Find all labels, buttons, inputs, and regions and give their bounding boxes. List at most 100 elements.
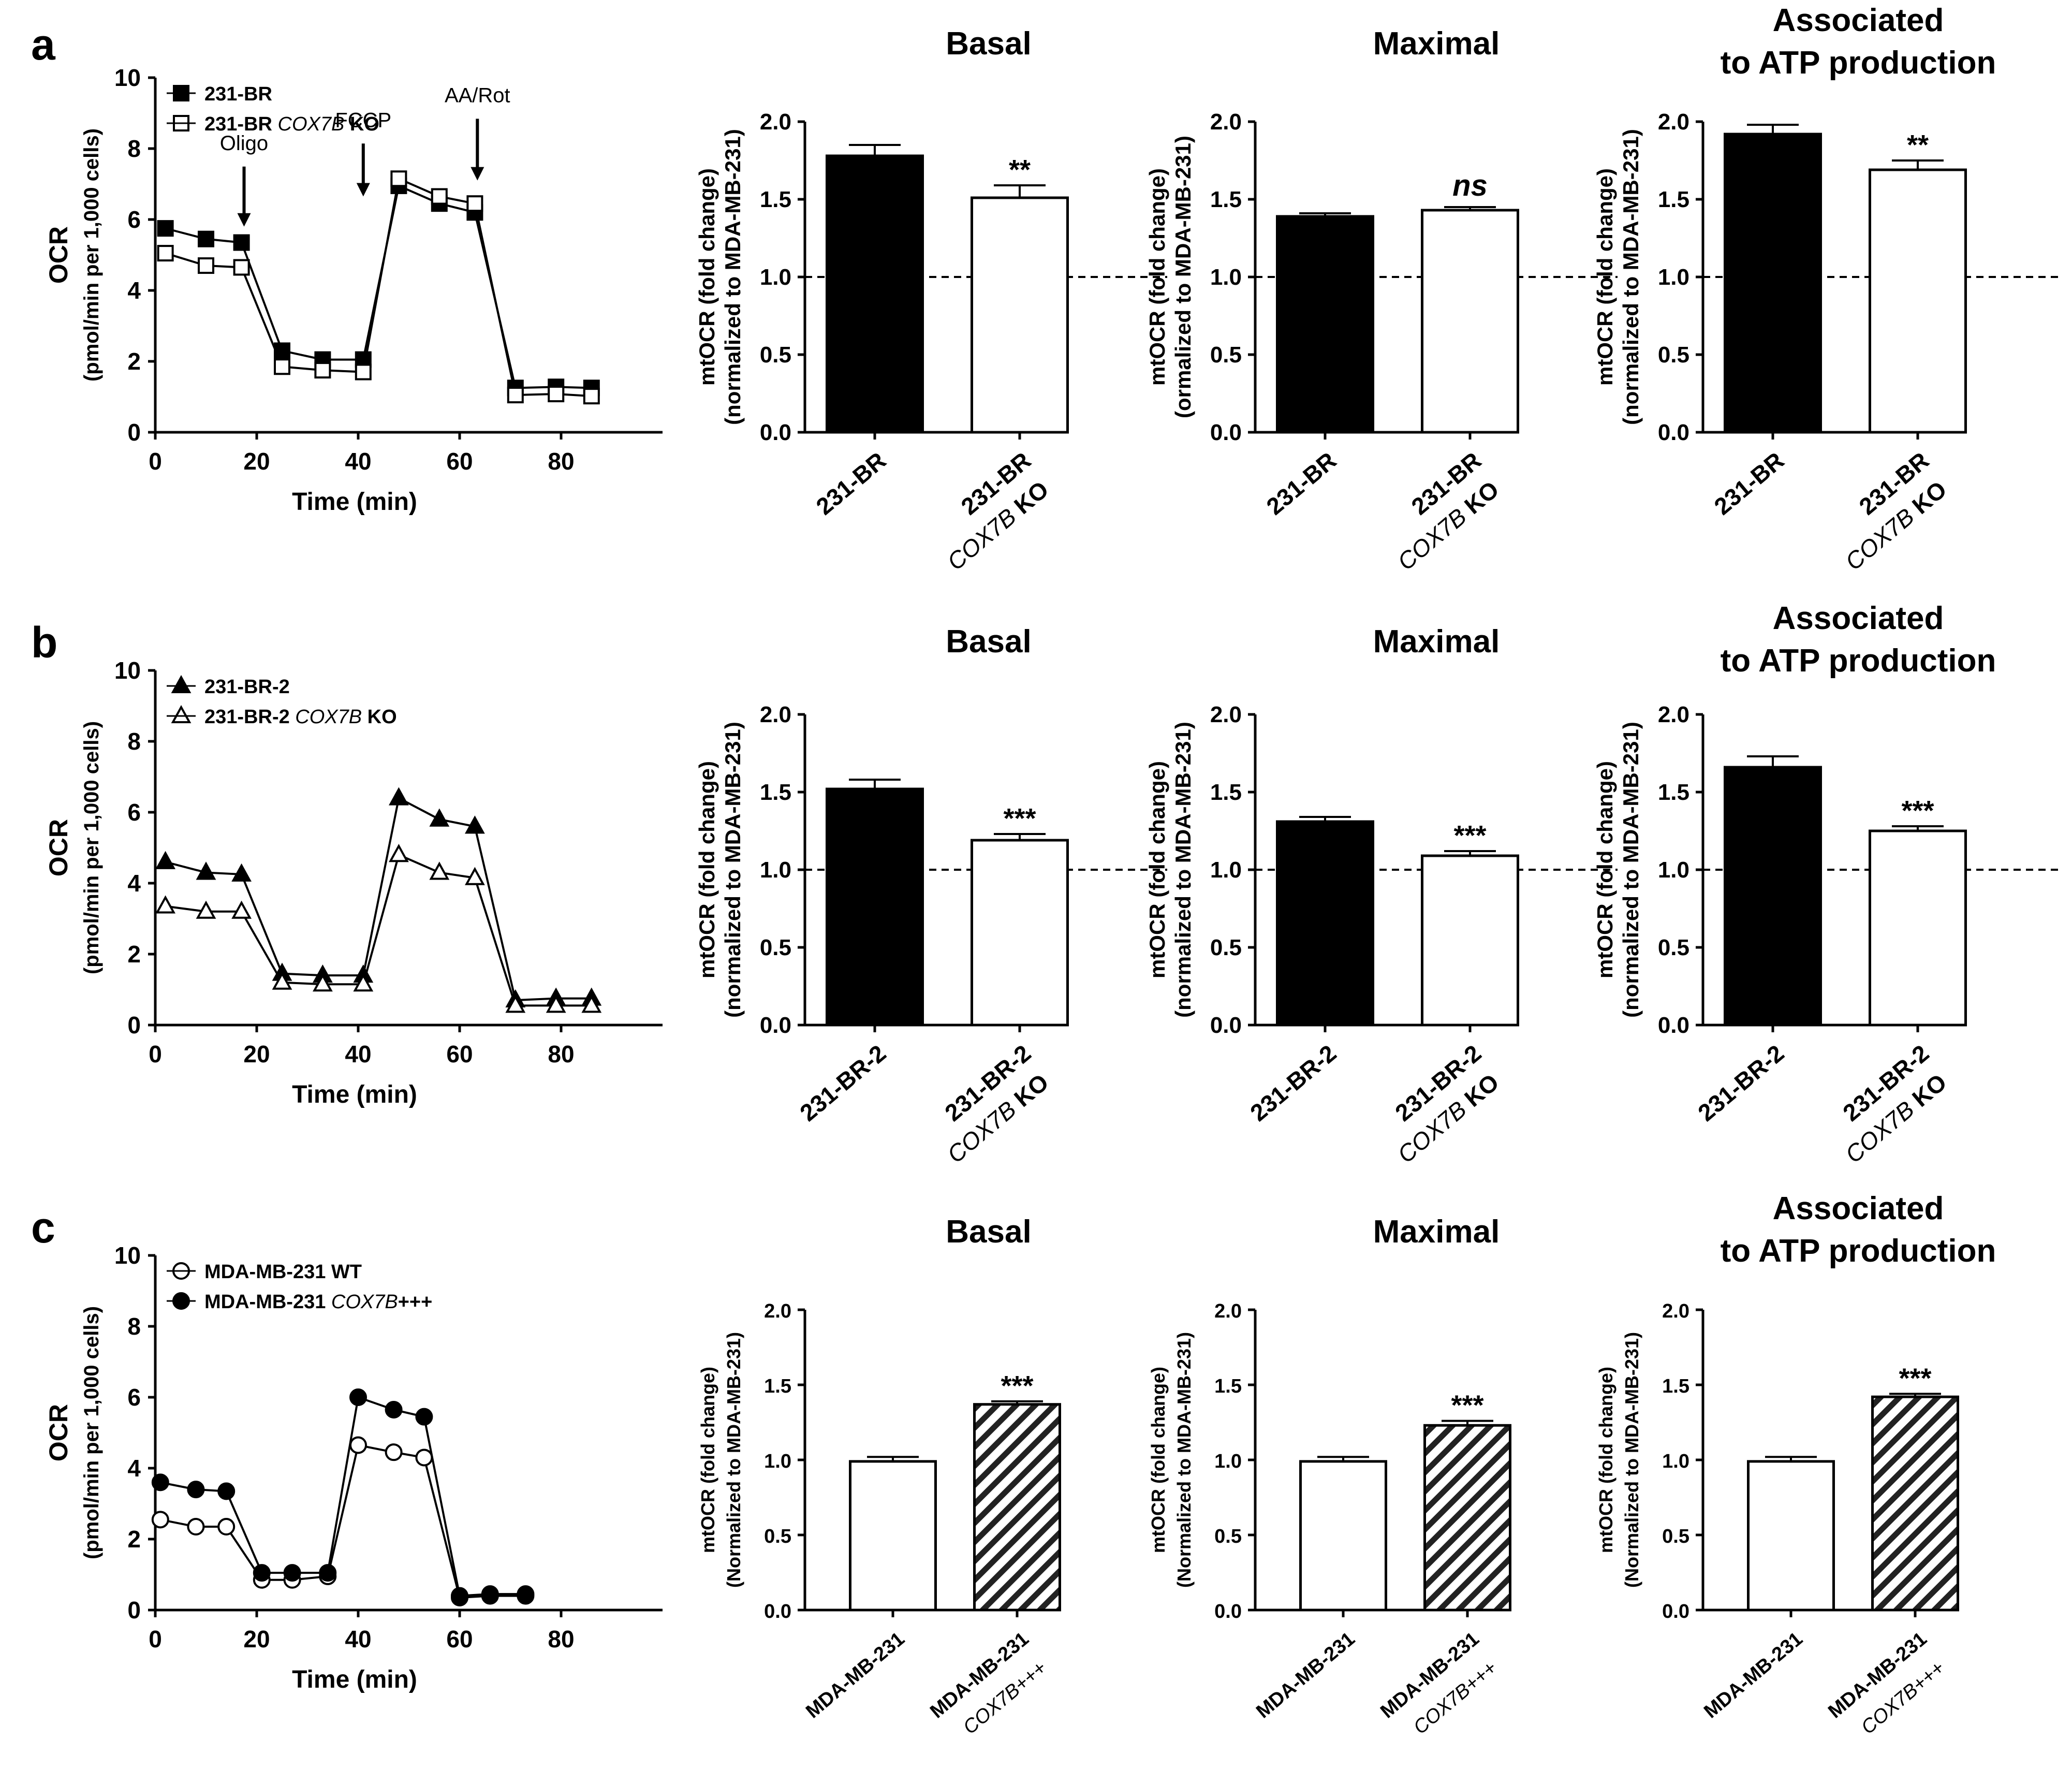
data-point <box>198 230 214 247</box>
y-tick-label: 2.0 <box>764 1300 791 1322</box>
significance-label: *** <box>1453 820 1486 851</box>
y-axis-sublabel: (pmol/min per 1,000 cells) <box>80 721 103 974</box>
y-tick-label: 2.0 <box>1662 1300 1689 1322</box>
ocr-chart-b: b 0 2 4 6 8 10 0 20 40 60 80 Time (min) OCR (pmol/min … <box>31 618 663 1108</box>
legend-entry: 231-BR COX7B KO <box>204 113 379 135</box>
y-tick-label: 2.0 <box>1658 109 1689 135</box>
significance-label: *** <box>1901 795 1934 826</box>
y-axis-sublabel: (normalized to MDA-MB-231) <box>721 722 745 1018</box>
data-point <box>196 900 216 919</box>
y-tick-label: 0.0 <box>764 1601 791 1622</box>
y-axis-sublabel: (normalized to MDA-MB-231) <box>1619 129 1643 425</box>
legend-marker <box>171 705 192 723</box>
category-label: 231-BR <box>1709 447 1789 520</box>
y-tick-label: 4 <box>127 870 141 897</box>
y-axis-label: OCR <box>44 226 73 284</box>
category-label: MDA-MB-231 <box>1252 1628 1359 1723</box>
chart-title: Maximal <box>1373 26 1500 62</box>
bar-chart-b-3: Associated to ATP production 0.0 0.5 1.0 1.5 2… <box>1593 601 2063 1168</box>
bar <box>826 787 924 1027</box>
y-tick-label: 10 <box>114 1242 141 1269</box>
y-tick-label: 0 <box>127 419 141 446</box>
y-tick-label: 2.0 <box>1210 702 1242 727</box>
legend-entry: MDA-MB-231 WT <box>204 1261 362 1283</box>
data-point <box>355 363 372 381</box>
y-axis-sublabel: (Normalized to MDA-MB-231) <box>1621 1332 1642 1588</box>
category-label: 231-BR-2 <box>795 1040 891 1127</box>
y-tick-label: 1.0 <box>1210 265 1242 290</box>
bar-chart-c-2: Maximal 0.0 0.5 1.0 1.5 2.0 mtOCR (fold change… <box>1148 1214 1511 1738</box>
bar <box>1421 854 1519 1027</box>
bar <box>1724 766 1822 1027</box>
y-tick-label: 0.5 <box>1210 342 1242 368</box>
legend-entry: MDA-MB-231 COX7B+++ <box>204 1291 432 1313</box>
y-tick-label: 1.0 <box>760 265 791 290</box>
chart-title: Associated <box>1773 601 1944 636</box>
x-tick-label: 40 <box>345 448 371 475</box>
data-point <box>187 1481 205 1499</box>
y-tick-label: 1.5 <box>1214 1376 1242 1397</box>
category-label: 231-BR-2 <box>1245 1040 1341 1127</box>
y-tick-label: 0.0 <box>760 1013 791 1038</box>
y-tick-label: 0.5 <box>764 1526 791 1547</box>
data-point <box>451 1587 468 1605</box>
y-tick-label: 10 <box>114 657 141 684</box>
y-axis-label: OCR <box>44 1404 73 1461</box>
data-point <box>548 386 565 403</box>
bar-chart-c-1: Basal 0.0 0.5 1.0 1.5 2.0 mtOCR (fold change)(… <box>697 1214 1061 1738</box>
data-point <box>217 1518 236 1536</box>
category-label: MDA-MB-231 <box>802 1628 909 1723</box>
data-point <box>313 973 333 992</box>
data-point <box>233 234 250 251</box>
data-point <box>272 971 292 990</box>
data-point <box>349 1388 367 1406</box>
data-point <box>385 1443 403 1461</box>
y-tick-label: 6 <box>127 206 141 233</box>
y-tick-label: 1.0 <box>1210 857 1242 883</box>
series-line <box>165 796 592 1002</box>
y-tick-label: 1.0 <box>1658 857 1689 883</box>
y-tick-label: 1.0 <box>760 857 791 883</box>
bar <box>1747 1460 1835 1612</box>
data-point <box>151 1473 169 1491</box>
bar <box>826 154 924 434</box>
chart-title: to ATP production <box>1721 643 1996 679</box>
legend-marker <box>171 675 192 693</box>
x-tick-label: 80 <box>548 448 574 475</box>
y-tick-label: 2 <box>127 348 141 375</box>
legend-entry: 231-BR <box>204 83 272 105</box>
y-tick-label: 2 <box>127 1526 141 1553</box>
bar <box>1276 820 1374 1027</box>
y-tick-label: 8 <box>127 1313 141 1340</box>
y-tick-label: 0.5 <box>760 342 791 368</box>
y-tick-label: 0.5 <box>760 935 791 960</box>
bar-chart-c-3: Associated to ATP production 0.0 0.5 1.0 1.5 2… <box>1595 1191 1996 1738</box>
data-point <box>517 1585 535 1603</box>
y-tick-label: 0.0 <box>1658 1013 1689 1038</box>
chart-title: Basal <box>946 26 1031 62</box>
x-tick-label: 20 <box>243 1626 270 1652</box>
chart-title: Associated <box>1773 3 1944 38</box>
y-tick-label: 0 <box>127 1012 141 1038</box>
x-tick-label: 0 <box>149 1041 162 1067</box>
data-point <box>217 1482 236 1500</box>
x-axis-label: Time (min) <box>292 1666 417 1693</box>
x-tick-label: 40 <box>345 1626 371 1652</box>
category-label: 231-BR <box>1261 447 1342 520</box>
significance-label: *** <box>1003 803 1036 834</box>
y-axis-sublabel: (Normalized to MDA-MB-231) <box>1173 1332 1195 1588</box>
data-point <box>353 973 374 992</box>
annotation-label: AA/Rot <box>445 84 510 107</box>
category-label: MDA-MB-231 <box>1700 1628 1807 1723</box>
panel-label: c <box>31 1203 55 1252</box>
y-tick-label: 10 <box>114 64 141 91</box>
data-point <box>231 900 252 919</box>
y-axis-sublabel: (Normalized to MDA-MB-231) <box>723 1332 744 1588</box>
chart-title: Basal <box>946 1214 1031 1250</box>
y-tick-label: 1.0 <box>1214 1451 1242 1472</box>
y-tick-label: 1.0 <box>1662 1451 1689 1472</box>
y-axis-sublabel: (normalized to MDA-MB-231) <box>1619 722 1643 1018</box>
bar <box>973 1403 1061 1612</box>
